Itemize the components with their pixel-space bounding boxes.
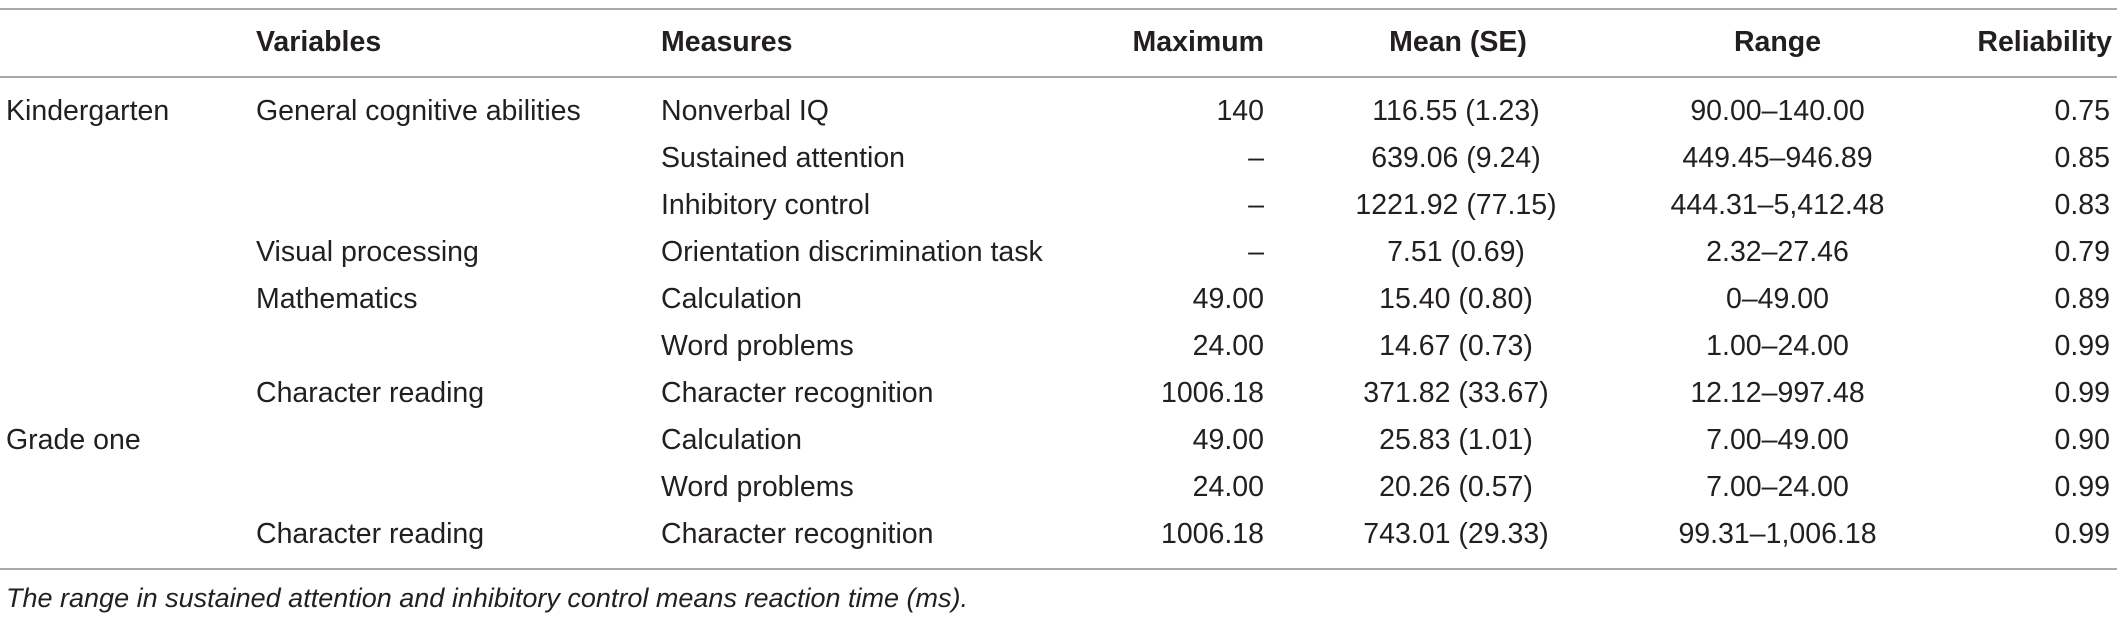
maximum-cell: 24.00 — [1192, 330, 1264, 362]
header-variables: Variables — [256, 26, 382, 58]
range-cell: 1.00–24.00 — [1706, 330, 1849, 362]
reliability-cell: 0.99 — [2054, 471, 2110, 503]
maximum-cell: – — [1248, 236, 1264, 268]
reliability-cell: 0.85 — [2054, 142, 2110, 174]
range-cell: 90.00–140.00 — [1690, 95, 1865, 127]
measure-cell: Word problems — [661, 471, 854, 503]
reliability-cell: 0.99 — [2054, 518, 2110, 550]
mean-cell: 743.01 (29.33) — [1363, 518, 1549, 550]
mean-cell: 25.83 (1.01) — [1379, 424, 1533, 456]
maximum-cell: 1006.18 — [1160, 518, 1264, 550]
measure-cell: Nonverbal IQ — [661, 95, 829, 127]
measure-cell: Inhibitory control — [661, 189, 871, 221]
maximum-cell: 140 — [1216, 95, 1264, 127]
variable-cell: Character reading — [256, 518, 485, 550]
reliability-cell: 0.99 — [2054, 330, 2110, 362]
measure-cell: Word problems — [661, 330, 854, 362]
mean-cell: 1221.92 (77.15) — [1355, 189, 1557, 221]
reliability-cell: 0.83 — [2054, 189, 2110, 221]
table-header-row: Variables Measures Maximum Mean (SE) Ran… — [0, 18, 2117, 66]
mean-cell: 20.26 (0.57) — [1379, 471, 1533, 503]
header-maximum: Maximum — [1132, 26, 1264, 58]
range-cell: 449.45–946.89 — [1682, 142, 1873, 174]
reliability-cell: 0.89 — [2054, 283, 2110, 315]
table-row: Character reading Character recognition … — [0, 511, 2117, 558]
range-cell: 99.31–1,006.18 — [1678, 518, 1877, 550]
mean-cell: 14.67 (0.73) — [1379, 330, 1533, 362]
reliability-cell: 0.99 — [2054, 377, 2110, 409]
group-cell: Kindergarten — [6, 95, 170, 127]
table-header-rule — [0, 76, 2117, 78]
table-row: Grade one Calculation 49.00 25.83 (1.01)… — [0, 417, 2117, 464]
maximum-cell: 24.00 — [1192, 471, 1264, 503]
maximum-cell: – — [1248, 189, 1264, 221]
measure-cell: Orientation discrimination task — [661, 236, 1043, 268]
measure-cell: Sustained attention — [661, 142, 906, 174]
variable-cell: Visual processing — [256, 236, 479, 268]
range-cell: 7.00–24.00 — [1706, 471, 1849, 503]
table-row: Word problems 24.00 20.26 (0.57) 7.00–24… — [0, 464, 2117, 511]
group-cell: Grade one — [6, 424, 141, 456]
range-cell: 0–49.00 — [1725, 283, 1830, 315]
measure-cell: Character recognition — [661, 518, 934, 550]
table-bottom-rule — [0, 568, 2117, 570]
range-cell: 12.12–997.48 — [1690, 377, 1865, 409]
header-measures: Measures — [661, 26, 793, 58]
range-cell: 7.00–49.00 — [1706, 424, 1849, 456]
table-row: Word problems 24.00 14.67 (0.73) 1.00–24… — [0, 323, 2117, 370]
table-footnote: The range in sustained attention and inh… — [6, 583, 968, 613]
mean-cell: 116.55 (1.23) — [1372, 95, 1540, 127]
variable-cell: General cognitive abilities — [256, 95, 581, 127]
measure-cell: Character recognition — [661, 377, 934, 409]
reliability-cell: 0.75 — [2054, 95, 2110, 127]
table-row: Mathematics Calculation 49.00 15.40 (0.8… — [0, 276, 2117, 323]
maximum-cell: 49.00 — [1192, 424, 1264, 456]
mean-cell: 7.51 (0.69) — [1387, 236, 1525, 268]
reliability-cell: 0.79 — [2054, 236, 2110, 268]
header-mean: Mean (SE) — [1389, 26, 1527, 58]
table-row: Kindergarten General cognitive abilities… — [0, 88, 2117, 135]
range-cell: 444.31–5,412.48 — [1670, 189, 1885, 221]
table-row: Character reading Character recognition … — [0, 370, 2117, 417]
measure-cell: Calculation — [661, 424, 802, 456]
variable-cell: Character reading — [256, 377, 485, 409]
table-row: Visual processing Orientation discrimina… — [0, 229, 2117, 276]
header-range: Range — [1733, 26, 1822, 58]
maximum-cell: 1006.18 — [1160, 377, 1264, 409]
maximum-cell: – — [1248, 142, 1264, 174]
header-reliability: Reliability — [1977, 26, 2112, 58]
table-top-rule — [0, 8, 2117, 10]
mean-cell: 371.82 (33.67) — [1363, 377, 1549, 409]
mean-cell: 639.06 (9.24) — [1371, 142, 1541, 174]
maximum-cell: 49.00 — [1192, 283, 1264, 315]
measure-cell: Calculation — [661, 283, 802, 315]
range-cell: 2.32–27.46 — [1706, 236, 1849, 268]
reliability-cell: 0.90 — [2054, 424, 2110, 456]
table-row: Inhibitory control – 1221.92 (77.15) 444… — [0, 182, 2117, 229]
table-row: Sustained attention – 639.06 (9.24) 449.… — [0, 135, 2117, 182]
mean-cell: 15.40 (0.80) — [1379, 283, 1533, 315]
variable-cell: Mathematics — [256, 283, 418, 315]
